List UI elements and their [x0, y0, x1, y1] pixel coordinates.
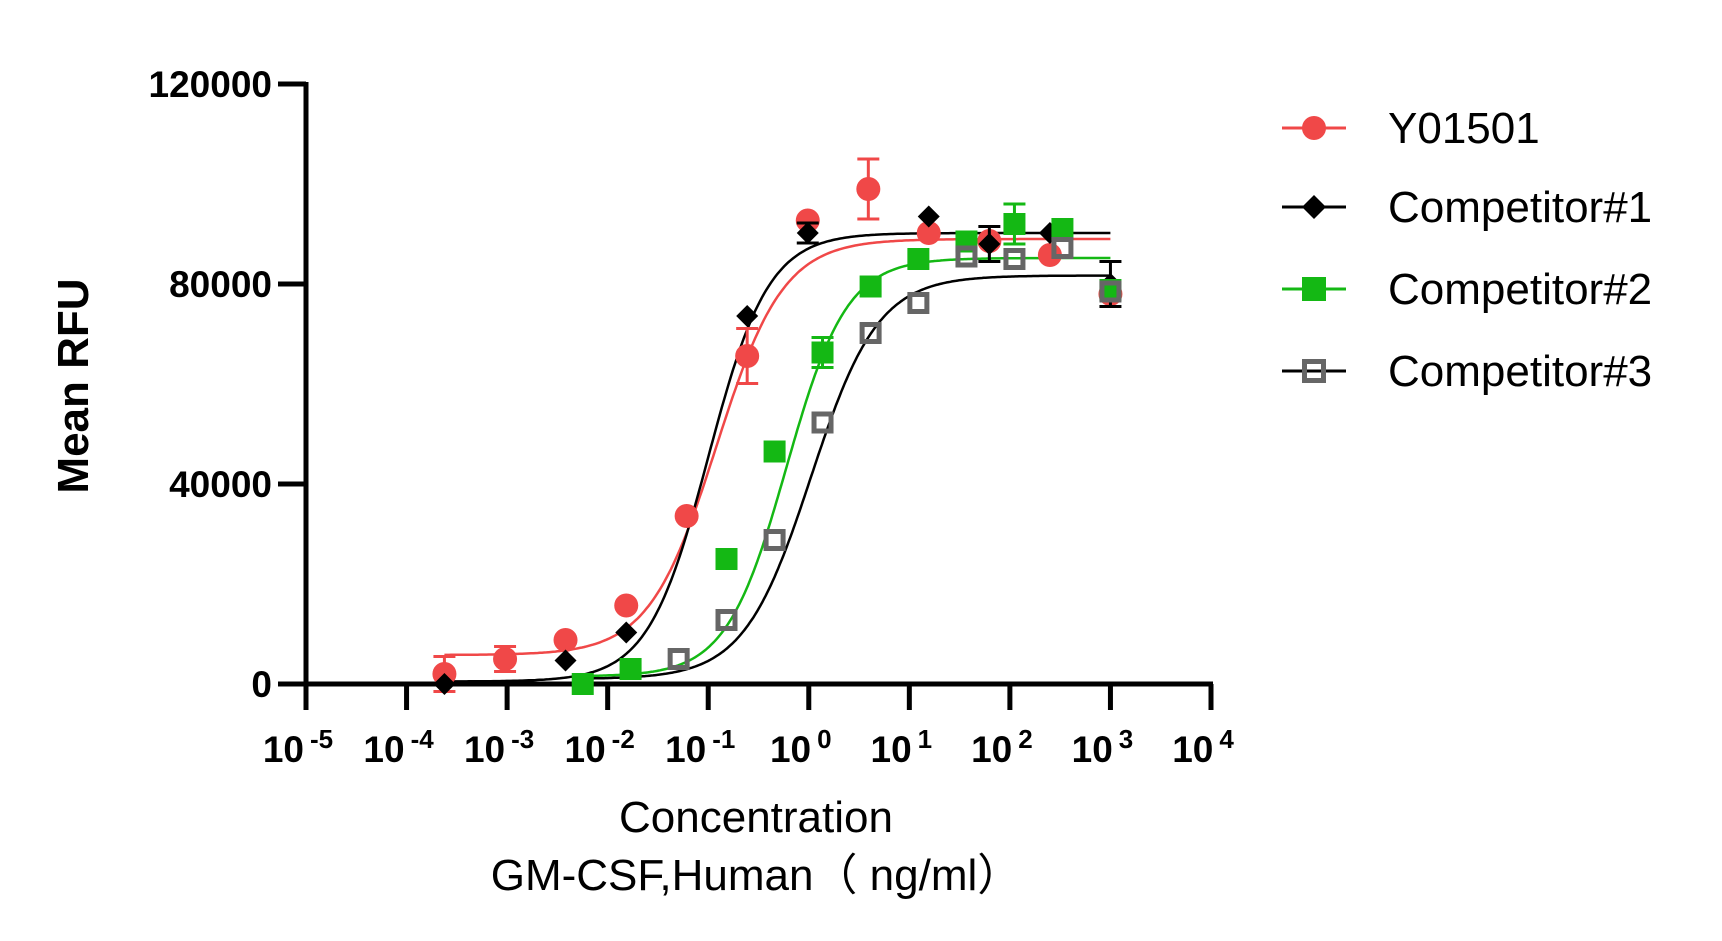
x-tick-label: 10 0	[770, 724, 832, 770]
data-point	[917, 205, 940, 228]
fit-curve-4	[582, 274, 1111, 680]
data-point	[735, 344, 760, 368]
legend-item: Y01501	[1282, 104, 1540, 153]
data-point	[1302, 195, 1326, 219]
data-point	[553, 628, 578, 652]
y-tick-label: 80000	[169, 264, 272, 305]
data-point	[907, 292, 930, 314]
data-point	[916, 221, 941, 245]
x-tick-exponent: -2	[612, 724, 635, 754]
fit-curve-2	[444, 231, 1111, 683]
fit-curve-3	[582, 256, 1111, 678]
x-tick-label: 10 3	[1072, 724, 1134, 770]
data-point	[715, 548, 738, 570]
data-point	[715, 609, 738, 631]
data-point	[859, 322, 882, 344]
legend-label: Y01501	[1388, 104, 1540, 153]
x-tick-label: 10 -4	[363, 724, 434, 770]
data-point	[674, 504, 699, 528]
y-tick-label: 120000	[149, 64, 272, 105]
data-point	[615, 621, 638, 644]
x-tick-label: 10 -1	[665, 724, 735, 770]
legend-label: Competitor#3	[1388, 347, 1652, 396]
x-tick-label: 10 -2	[565, 724, 635, 770]
legend-item: Competitor#3	[1282, 347, 1652, 396]
x-tick-exponent: -5	[310, 724, 333, 754]
y-tick-label: 0	[251, 664, 272, 705]
y-axis-title: Mean RFU	[49, 278, 98, 493]
data-point	[907, 248, 930, 270]
x-tick-exponent: 0	[817, 724, 831, 754]
data-point	[619, 658, 642, 680]
data-point	[859, 275, 882, 298]
data-point	[763, 440, 786, 463]
data-point	[1099, 280, 1122, 303]
x-tick-exponent: -4	[411, 724, 435, 754]
legend-item: Competitor#2	[1282, 265, 1652, 314]
data-point	[1302, 359, 1326, 383]
x-tick-label: 10 -3	[464, 724, 534, 770]
x-tick-exponent: -1	[712, 724, 735, 754]
x-axis-title: Concentration	[619, 793, 893, 842]
data-point	[1302, 277, 1326, 301]
data-point	[1051, 218, 1074, 240]
x-axis-subtitle: GM-CSF,Human（ ng/ml）	[491, 851, 1022, 900]
x-tick-exponent: 4	[1219, 724, 1234, 754]
legend: Y01501 Competitor#1 Competitor#2 Competitor…	[1282, 104, 1652, 396]
legend-label: Competitor#1	[1388, 183, 1652, 232]
data-point	[811, 411, 834, 434]
legend-label: Competitor#2	[1388, 265, 1652, 314]
data-point	[978, 233, 1001, 255]
data-point	[811, 341, 834, 364]
x-tick-exponent: -3	[511, 724, 534, 754]
data-point	[763, 529, 786, 551]
data-point	[736, 305, 759, 327]
x-tick-label: 10 4	[1172, 724, 1234, 770]
x-tick-exponent: 2	[1018, 724, 1032, 754]
data-point	[554, 649, 577, 672]
x-tick-exponent: 1	[918, 724, 932, 754]
data-point	[795, 208, 820, 233]
data-point	[856, 177, 881, 201]
data-point	[1003, 213, 1026, 235]
data-point	[667, 648, 690, 670]
legend-item: Competitor#1	[1282, 183, 1652, 232]
data-point	[1051, 237, 1074, 259]
data-point	[1302, 116, 1326, 140]
data-points	[432, 157, 1123, 695]
y-tick-label: 40000	[169, 464, 272, 505]
data-point	[571, 673, 594, 695]
x-tick-label: 10 2	[971, 724, 1033, 770]
data-point	[433, 673, 456, 695]
x-tick-label: 10 1	[871, 724, 933, 770]
x-tick-exponent: 3	[1119, 724, 1133, 754]
data-point	[1003, 248, 1026, 270]
data-point	[796, 222, 819, 244]
data-point	[493, 647, 518, 671]
data-point	[955, 245, 978, 268]
x-tick-label: 10 -5	[263, 724, 333, 770]
data-point	[614, 593, 639, 618]
